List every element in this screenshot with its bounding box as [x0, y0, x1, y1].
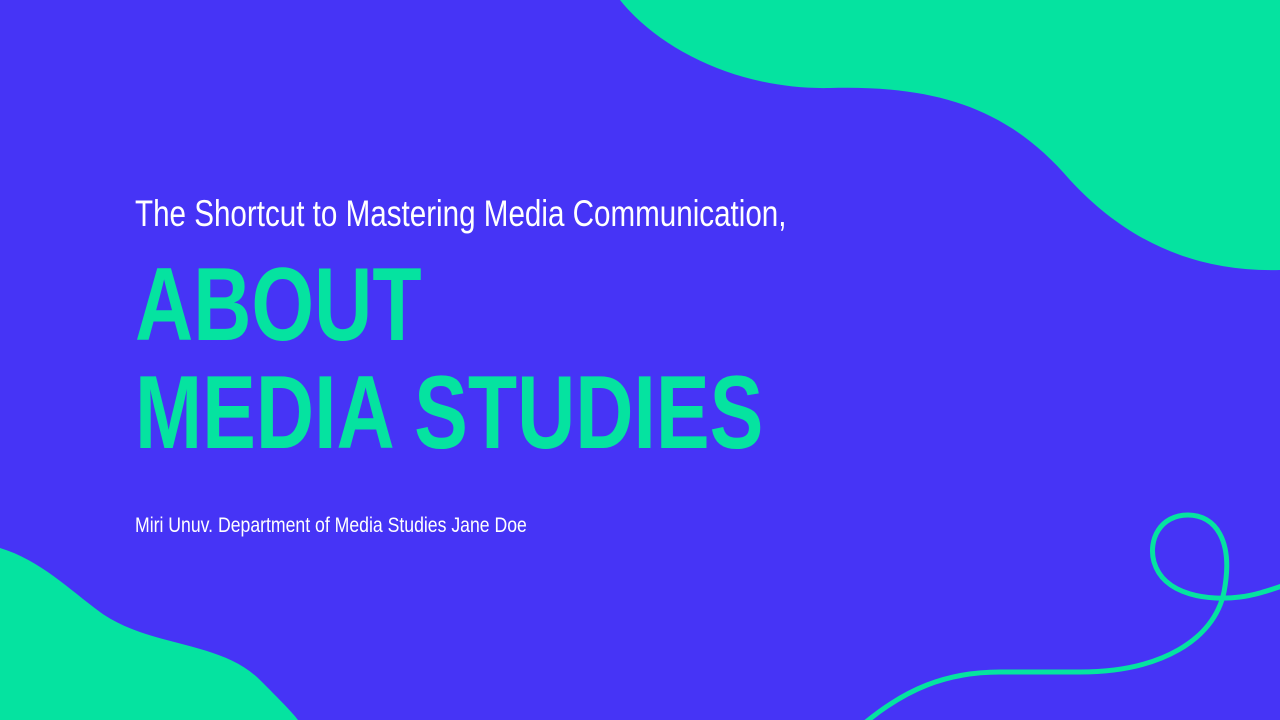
slide-title-line-2: MEDIA STUDIES	[135, 355, 764, 471]
slide-subtitle: The Shortcut to Mastering Media Communic…	[135, 193, 787, 234]
slide-title-line-1: ABOUT	[135, 247, 422, 363]
top-right-blob	[620, 0, 1280, 271]
bottom-left-blob	[0, 548, 298, 720]
loop-line	[864, 512, 1280, 720]
slide-author: Miri Unuv. Department of Media Studies J…	[135, 514, 527, 537]
